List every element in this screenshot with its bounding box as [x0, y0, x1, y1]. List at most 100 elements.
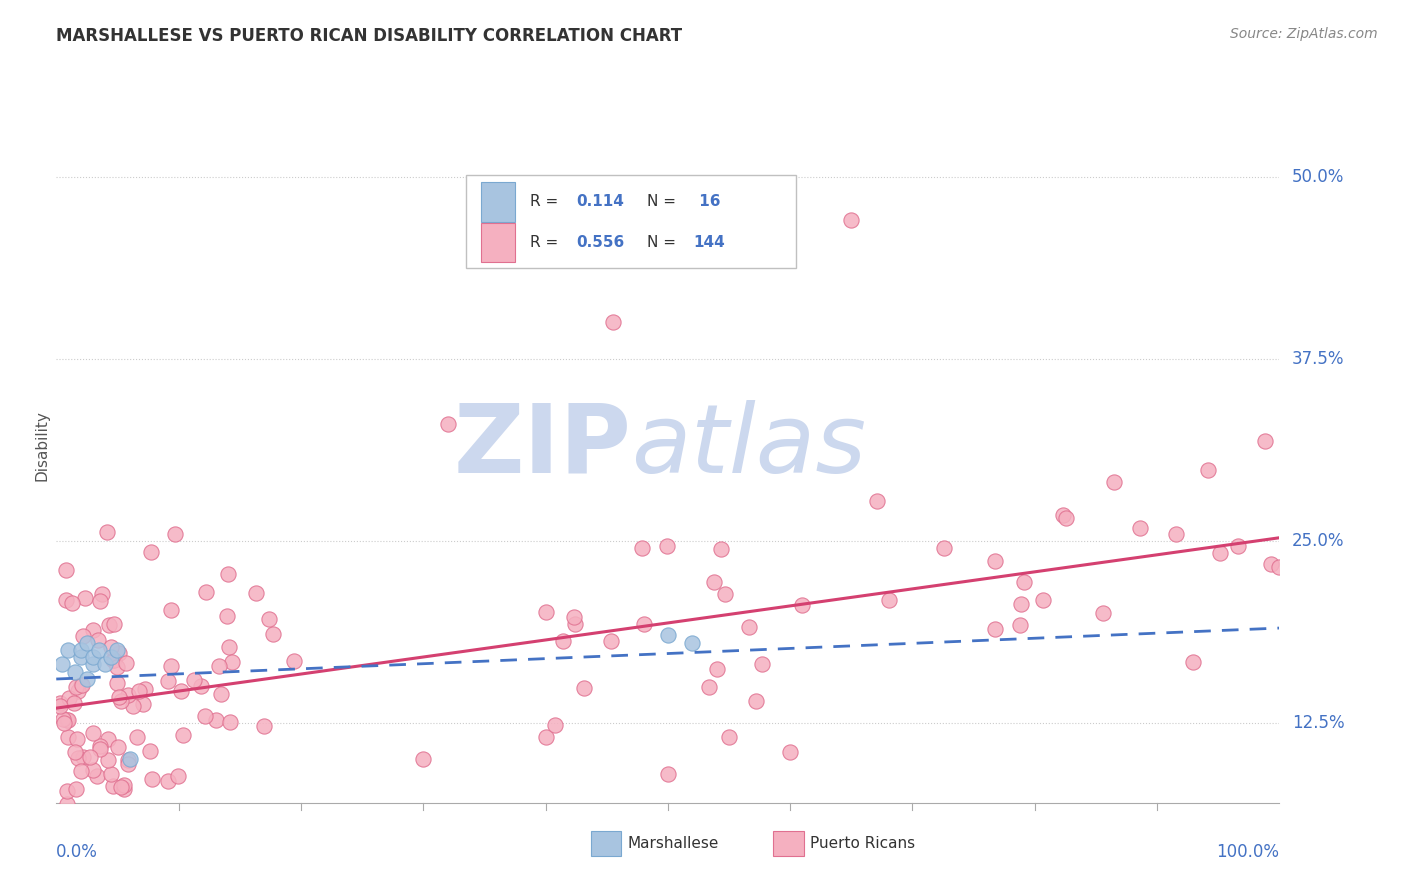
- Point: [1226, 539, 1249, 553]
- Point: [156, 673, 179, 688]
- Point: [633, 617, 655, 632]
- Point: [122, 699, 145, 714]
- Point: [141, 545, 163, 559]
- Text: R =: R =: [530, 235, 562, 250]
- Point: [183, 673, 205, 687]
- Point: [1010, 597, 1032, 611]
- Point: [209, 687, 232, 701]
- Point: [208, 659, 231, 673]
- Point: [76, 635, 98, 649]
- Point: [82, 657, 104, 672]
- Point: [534, 731, 557, 745]
- Text: 16: 16: [693, 194, 720, 210]
- Point: [65, 745, 87, 759]
- Point: [257, 612, 280, 626]
- Point: [1092, 606, 1115, 620]
- Point: [132, 698, 155, 712]
- Point: [984, 622, 1007, 636]
- Point: [1054, 511, 1077, 525]
- Point: [779, 745, 801, 759]
- Point: [141, 772, 163, 787]
- Point: [245, 586, 267, 600]
- Text: N =: N =: [647, 235, 681, 250]
- Point: [160, 603, 183, 617]
- Point: [63, 665, 86, 679]
- Point: [117, 753, 139, 767]
- Point: [63, 697, 86, 711]
- Point: [66, 750, 89, 764]
- Point: [70, 677, 93, 691]
- Point: [69, 643, 91, 657]
- Point: [932, 541, 955, 556]
- Point: [105, 660, 128, 674]
- Point: [117, 756, 139, 771]
- Point: [118, 752, 141, 766]
- Point: [714, 587, 737, 601]
- Point: [52, 712, 75, 726]
- Point: [66, 731, 89, 746]
- Point: [217, 567, 239, 582]
- Point: [572, 681, 595, 695]
- Point: [283, 654, 305, 668]
- Point: [72, 750, 94, 764]
- Point: [165, 527, 187, 541]
- Point: [89, 739, 111, 753]
- Text: Source: ZipAtlas.com: Source: ZipAtlas.com: [1230, 27, 1378, 41]
- Point: [108, 646, 131, 660]
- Text: ZIP: ZIP: [453, 400, 631, 492]
- Point: [101, 779, 124, 793]
- Point: [58, 643, 80, 657]
- Point: [204, 713, 226, 727]
- Point: [710, 541, 733, 556]
- Point: [600, 633, 623, 648]
- Point: [114, 778, 136, 792]
- Point: [738, 620, 761, 634]
- Text: atlas: atlas: [631, 400, 866, 492]
- Point: [544, 718, 567, 732]
- Point: [412, 752, 434, 766]
- Point: [706, 662, 728, 676]
- Text: 100.0%: 100.0%: [1216, 843, 1279, 861]
- Point: [218, 640, 240, 654]
- Point: [657, 628, 679, 642]
- Point: [1209, 546, 1232, 560]
- Point: [110, 780, 132, 794]
- Point: [159, 658, 181, 673]
- Point: [79, 750, 101, 764]
- Point: [53, 716, 76, 731]
- Point: [55, 563, 77, 577]
- Point: [70, 678, 93, 692]
- Point: [1129, 521, 1152, 535]
- Point: [87, 643, 110, 657]
- Point: [112, 782, 135, 797]
- FancyBboxPatch shape: [481, 182, 515, 221]
- Point: [865, 494, 887, 508]
- Point: [1197, 463, 1219, 477]
- Point: [60, 597, 83, 611]
- Point: [564, 616, 586, 631]
- Point: [841, 213, 863, 227]
- Point: [56, 797, 79, 811]
- Point: [139, 744, 162, 758]
- Point: [190, 679, 212, 693]
- Text: 50.0%: 50.0%: [1292, 168, 1344, 186]
- Point: [49, 696, 72, 710]
- Point: [66, 837, 89, 851]
- Point: [703, 574, 725, 589]
- Point: [751, 657, 773, 671]
- Point: [697, 680, 720, 694]
- Point: [253, 719, 276, 733]
- Point: [167, 769, 190, 783]
- Point: [100, 650, 122, 665]
- Point: [157, 774, 180, 789]
- Point: [1164, 527, 1187, 541]
- Point: [96, 524, 118, 539]
- Point: [1182, 655, 1205, 669]
- Point: [745, 694, 768, 708]
- Point: [170, 683, 193, 698]
- Point: [69, 650, 91, 665]
- Text: N =: N =: [647, 194, 681, 210]
- Point: [65, 680, 87, 694]
- Point: [98, 618, 121, 632]
- Point: [82, 726, 104, 740]
